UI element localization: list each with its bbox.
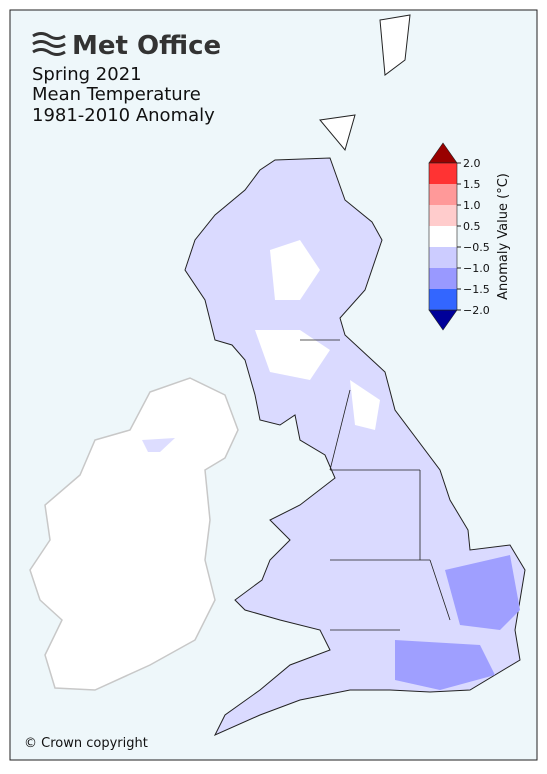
colorbar-outline [428,162,458,311]
logo-icon [32,32,66,56]
colorbar-tick-label: −2.0 [463,304,490,317]
title-line: Spring 2021 [32,64,142,85]
ireland-anomaly [142,438,175,452]
colorbar-tick-label: 1.5 [463,178,481,191]
colorbar-tick-label: −1.0 [463,262,490,275]
cold-anomaly-area [395,555,520,690]
colorbar-band [429,226,457,247]
colorbar-band [429,205,457,226]
islands [319,14,411,152]
colorbar-tick-label: 2.0 [463,157,481,170]
colorbar-band [429,268,457,289]
colorbar-band [429,184,457,205]
colorbar-tick-label: 0.5 [463,220,481,233]
colorbar-tick-label: −0.5 [463,241,490,254]
colorbar-band [429,289,457,310]
colorbar: 2.0 1.5 1.0 0.5 −0.5 −1.0 −1.5 −2.0 Anomaly Valu… [428,142,511,331]
colorbar-band [429,247,457,268]
colorbar-tick-label: 1.0 [463,199,481,212]
colorbar-label: Anomaly Value (°C) [496,173,511,300]
ireland [29,377,239,691]
near-normal-area [255,240,380,430]
title-line: Mean Temperature [32,84,201,105]
copyright: © Crown copyright [24,736,148,751]
colorbar-tick-label: −1.5 [463,283,490,296]
logo-text: Met Office [72,31,221,61]
colorbar-band [429,163,457,184]
title-line: 1981-2010 Anomaly [32,105,215,126]
region-boundary [300,339,451,631]
